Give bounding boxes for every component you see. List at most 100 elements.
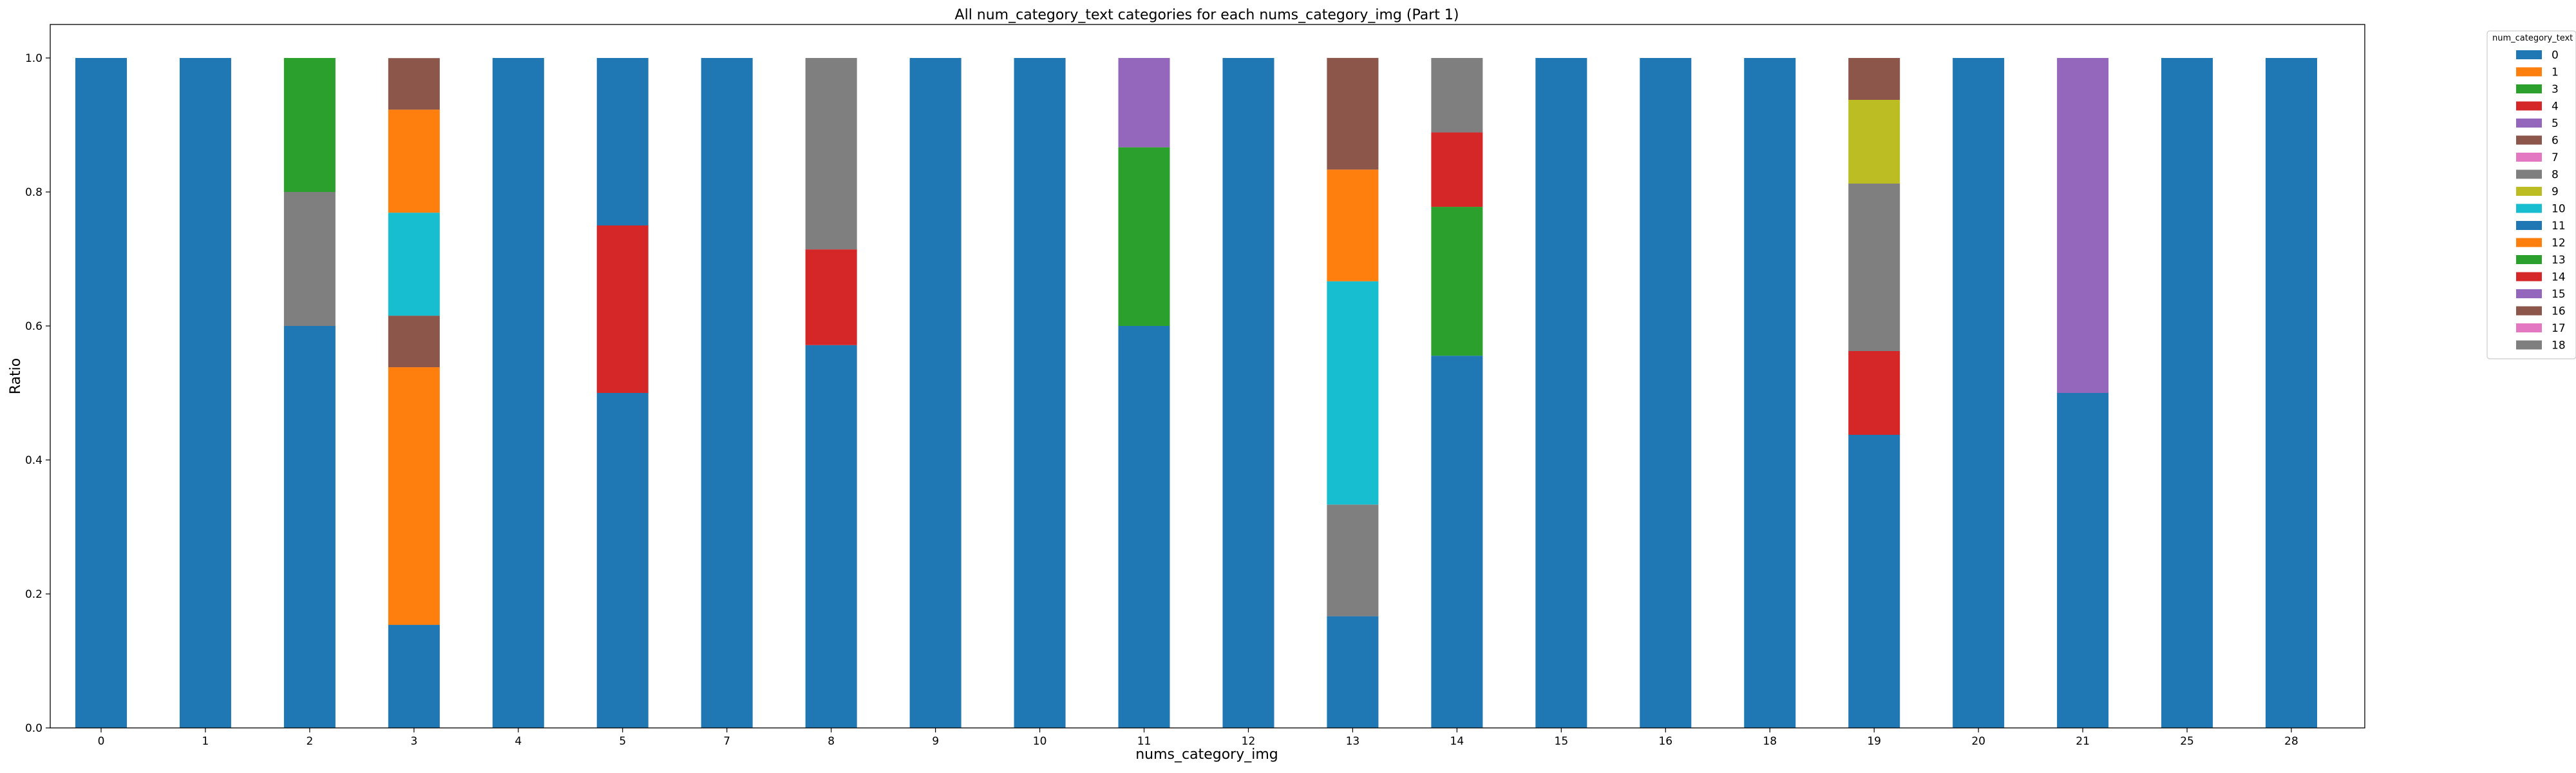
x-tick-label-21: 21: [2076, 735, 2090, 748]
bar-segment-5-series-11: [596, 58, 649, 225]
bar-segment-25-series-0: [2161, 58, 2213, 728]
x-tick-label-1: 1: [202, 735, 209, 748]
bar-segment-21-series-5: [2057, 58, 2109, 393]
legend-title: num_category_text: [2492, 33, 2573, 43]
bar-segment-19-series-9: [1848, 100, 1900, 184]
legend-swatch-0: [2516, 50, 2542, 59]
x-tick-label-18: 18: [1763, 735, 1777, 748]
y-tick-label: 0.0: [25, 722, 43, 735]
x-axis: 0 1 2 3 4 5 7 8 9 10 11 12 13 14 15 16 18 19 20 21 25 28: [98, 728, 2298, 748]
bar-segment-4-series-0: [492, 58, 544, 728]
x-tick-label-7: 7: [723, 735, 730, 748]
bar-segment-3-series-1: [388, 367, 440, 625]
bar-segment-8-series-4: [805, 249, 857, 345]
bar-segment-1-series-0: [179, 58, 231, 728]
x-tick-label-10: 10: [1033, 735, 1047, 748]
x-tick-label-0: 0: [98, 735, 105, 748]
legend-label-4: 4: [2552, 100, 2559, 113]
x-tick-label-9: 9: [932, 735, 939, 748]
bar-segment-13-series-10: [1327, 281, 1379, 505]
bar-segment-3-series-16: [388, 58, 440, 110]
y-tick-label: 0.2: [25, 588, 43, 601]
legend-label-7: 7: [2552, 151, 2559, 164]
bar-segment-20-series-0: [1953, 58, 2005, 728]
y-axis-label: Ratio: [8, 358, 24, 394]
x-tick-label-16: 16: [1658, 735, 1672, 748]
legend-label-5: 5: [2552, 117, 2559, 130]
bar-segment-19-series-16: [1848, 58, 1900, 100]
x-tick-label-25: 25: [2180, 735, 2194, 748]
bar-segment-9-series-0: [909, 58, 961, 728]
chart-title: All num_category_text categories for eac…: [955, 7, 1459, 23]
legend-swatch-12: [2516, 238, 2542, 247]
bar-segment-13-series-0: [1327, 616, 1379, 728]
bar-segment-28-series-0: [2266, 58, 2317, 728]
x-tick-label-14: 14: [1450, 735, 1464, 748]
x-tick-label-5: 5: [619, 735, 626, 748]
bar-segment-14-series-13: [1431, 207, 1483, 356]
plot-frame: [50, 24, 2365, 729]
y-tick-label: 0.6: [25, 320, 43, 333]
legend-swatch-17: [2516, 323, 2542, 332]
legend-swatch-13: [2516, 255, 2542, 264]
bar-segment-2-series-0: [283, 326, 336, 728]
x-tick-label-12: 12: [1242, 735, 1256, 748]
legend-label-14: 14: [2552, 271, 2566, 284]
legend-label-11: 11: [2552, 220, 2566, 233]
legend-swatch-6: [2516, 135, 2542, 145]
x-tick-label-20: 20: [1971, 735, 1985, 748]
bar-segment-5-series-0: [596, 393, 649, 728]
legend-label-17: 17: [2552, 322, 2566, 335]
legend-label-3: 3: [2552, 83, 2559, 96]
legend-swatch-4: [2516, 101, 2542, 111]
bar-segment-2-series-13: [283, 58, 336, 192]
bar-segment-3-series-10: [388, 213, 440, 316]
bar-segment-3-series-0: [388, 625, 440, 728]
bar-segment-12-series-0: [1222, 58, 1274, 728]
x-tick-label-19: 19: [1867, 735, 1881, 748]
legend-swatch-3: [2516, 84, 2542, 93]
bar-segment-16-series-0: [1640, 58, 1692, 728]
bar-segment-8-series-0: [805, 345, 857, 728]
x-tick-label-3: 3: [410, 735, 417, 748]
legend: num_category_text01345678910111213141516…: [2486, 30, 2576, 359]
legend-swatch-15: [2516, 289, 2542, 298]
bar-segment-13-series-12: [1327, 169, 1379, 282]
bar-segment-11-series-15: [1118, 58, 1170, 148]
x-tick-label-13: 13: [1346, 735, 1360, 748]
legend-label-16: 16: [2552, 305, 2566, 318]
bar-segment-21-series-0: [2057, 393, 2109, 728]
legend-label-0: 0: [2552, 49, 2559, 62]
legend-label-15: 15: [2552, 288, 2566, 301]
y-tick-label: 1.0: [25, 52, 43, 65]
legend-swatch-16: [2516, 306, 2542, 316]
bar-segment-19-series-0: [1848, 435, 1900, 728]
legend-label-9: 9: [2552, 186, 2559, 198]
legend-swatch-10: [2516, 204, 2542, 213]
bar-segment-19-series-8: [1848, 184, 1900, 351]
legend-swatch-11: [2516, 221, 2542, 230]
legend-label-13: 13: [2552, 254, 2566, 267]
legend-swatch-1: [2516, 67, 2542, 77]
y-axis: 0.0 0.2 0.4 0.6 0.8 1.0: [25, 52, 50, 735]
legend-label-6: 6: [2552, 135, 2559, 148]
bar-segment-13-series-16: [1327, 57, 1379, 170]
bar-segment-14-series-0: [1431, 356, 1483, 728]
legend-swatch-14: [2516, 272, 2542, 282]
x-tick-label-15: 15: [1555, 735, 1569, 748]
legend-label-8: 8: [2552, 169, 2559, 182]
bar-segment-10-series-0: [1014, 58, 1066, 728]
bar-segment-5-series-4: [596, 225, 649, 393]
bar-segment-11-series-13: [1118, 147, 1170, 326]
legend-swatch-7: [2516, 153, 2542, 162]
x-axis-label: nums_category_img: [1135, 747, 1278, 763]
legend-swatch-8: [2516, 169, 2542, 179]
y-tick-label: 0.4: [25, 454, 43, 467]
bar-segment-19-series-4: [1848, 351, 1900, 435]
bar-segment-15-series-0: [1535, 58, 1587, 728]
x-tick-label-2: 2: [306, 735, 313, 748]
bar-segment-3-series-12: [388, 110, 440, 213]
bar-segment-2-series-8: [283, 192, 336, 326]
x-tick-label-8: 8: [828, 735, 835, 748]
